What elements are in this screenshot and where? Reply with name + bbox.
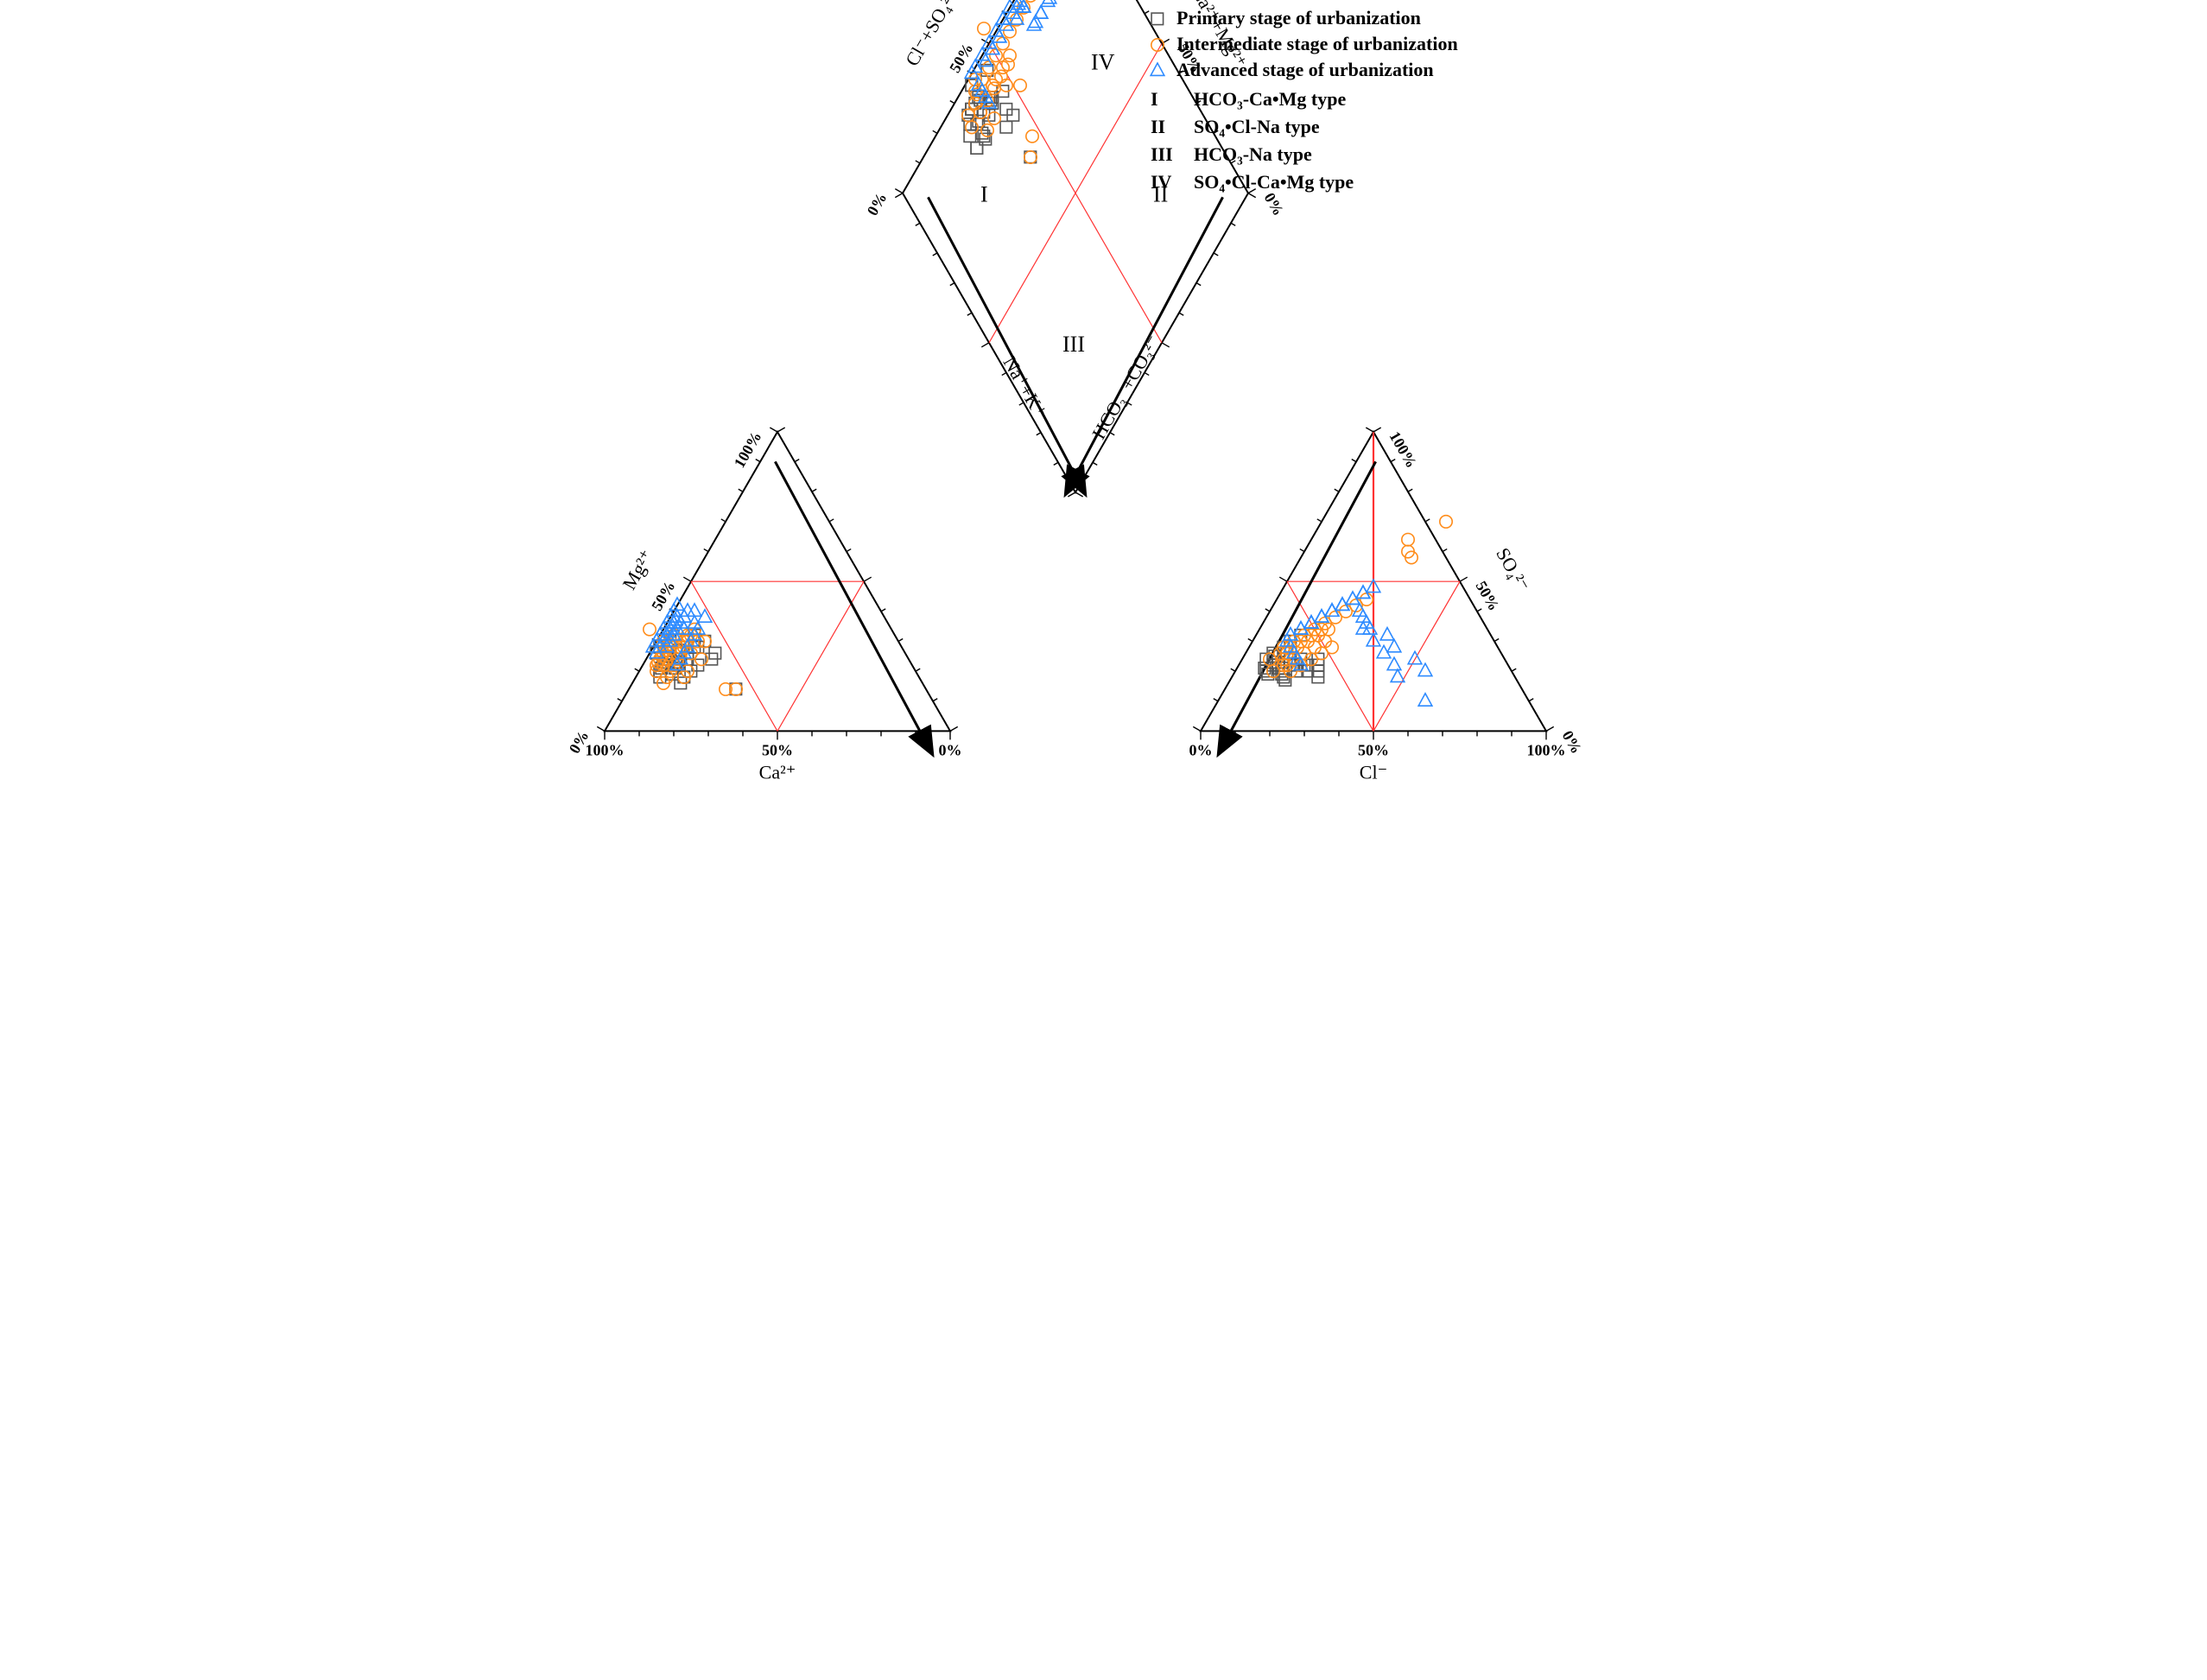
svg-text:III: III [1151,143,1173,165]
svg-text:50%: 50% [1358,741,1389,758]
svg-text:Ca²⁺: Ca²⁺ [759,761,796,783]
region-III: III [1062,332,1085,357]
legend-type: HCO₃-Ca•Mg type [1194,88,1346,110]
legend-item: Intermediate stage of urbanization [1176,33,1458,54]
svg-text:0%: 0% [864,190,891,219]
svg-text:Na⁺+K⁺: Na⁺+K⁺ [999,352,1050,421]
svg-text:Mg²⁺: Mg²⁺ [618,546,657,593]
svg-text:50%: 50% [648,578,678,613]
legend-item: Advanced stage of urbanization [1176,59,1434,80]
svg-text:I: I [1151,88,1158,110]
svg-text:SO₄²⁻: SO₄²⁻ [1492,544,1534,595]
svg-text:0%: 0% [939,741,962,758]
region-IV: IV [1091,49,1115,74]
region-I: I [980,182,988,207]
svg-text:50%: 50% [946,40,976,75]
svg-text:0%: 0% [1189,741,1213,758]
legend-type: HCO₃-Na type [1194,143,1312,165]
svg-text:100%: 100% [1386,428,1421,471]
svg-text:50%: 50% [762,741,793,758]
svg-text:100%: 100% [1527,741,1566,758]
svg-text:IV: IV [1151,171,1172,193]
svg-text:HCO₃⁻+CO₃²⁻: HCO₃⁻+CO₃²⁻ [1088,332,1164,443]
svg-text:50%: 50% [1473,578,1503,613]
legend-type: SO₄•Cl-Na type [1194,116,1320,137]
legend-item: Primary stage of urbanization [1176,7,1421,29]
svg-text:II: II [1151,116,1165,137]
svg-text:100%: 100% [586,741,625,758]
svg-text:Cl⁻: Cl⁻ [1360,761,1387,783]
legend-type: SO₄•Cl-Ca•Mg type [1194,171,1354,193]
svg-text:0%: 0% [1261,190,1288,219]
svg-text:100%: 100% [731,428,765,471]
